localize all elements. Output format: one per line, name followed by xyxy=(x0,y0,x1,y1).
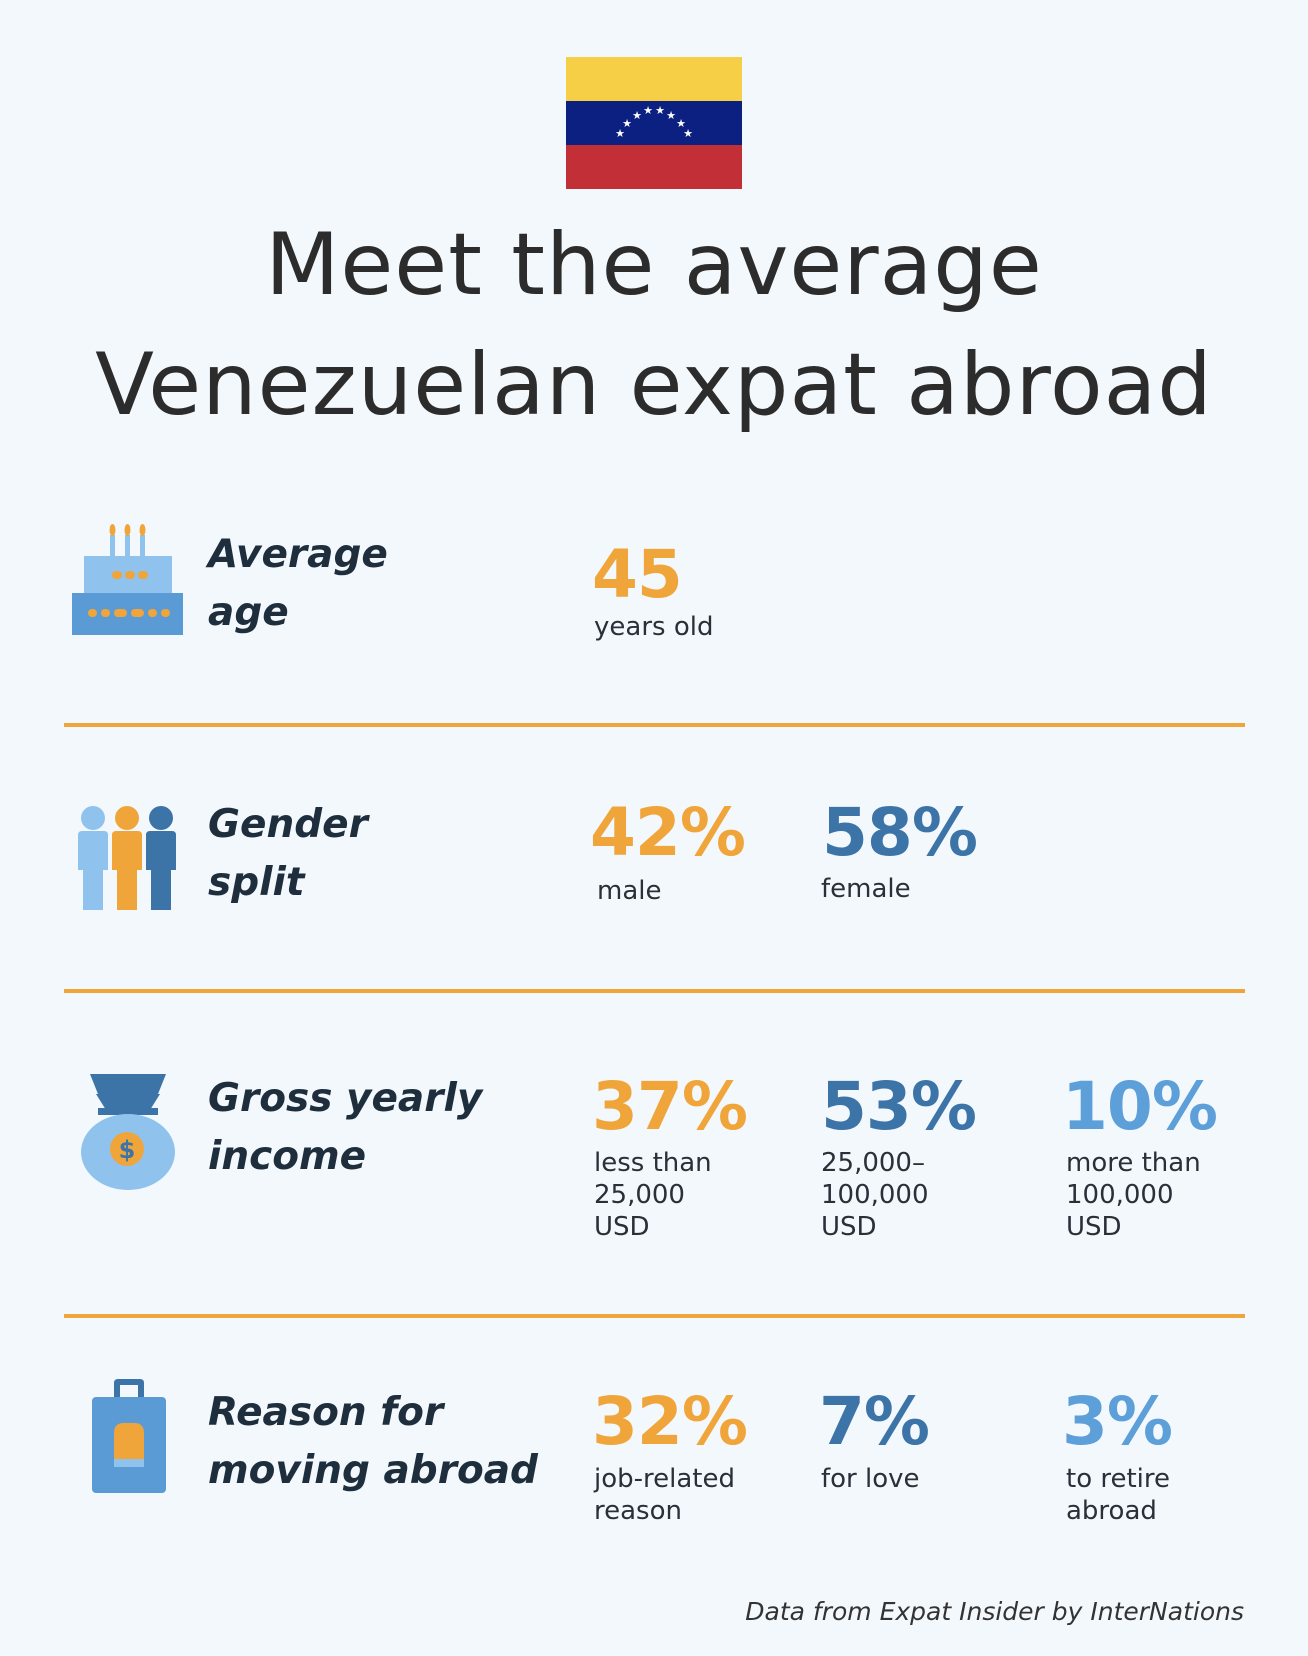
svg-text:★: ★ xyxy=(676,117,686,130)
section-divider xyxy=(64,1314,1245,1318)
caption-line: USD xyxy=(821,1212,877,1242)
svg-text:★: ★ xyxy=(666,109,676,122)
section-divider xyxy=(64,723,1245,727)
row-label-line: Average xyxy=(208,532,388,577)
row-label-average-age: Average age xyxy=(208,526,548,642)
svg-text:★: ★ xyxy=(615,127,625,140)
stat-caption-income-low: less than 25,000 USD xyxy=(594,1147,784,1243)
stat-caption-income-high: more than 100,000 USD xyxy=(1066,1147,1256,1243)
caption-line: reason xyxy=(594,1496,682,1526)
stat-value-female: 58% xyxy=(822,794,978,871)
page-title-line-2: Venezuelan expat abroad xyxy=(95,335,1213,435)
section-divider xyxy=(64,989,1245,993)
svg-text:$: $ xyxy=(119,1136,136,1164)
stat-caption-job-related: job-related reason xyxy=(594,1463,784,1527)
row-label-gender-split: Gender split xyxy=(208,796,548,912)
row-label-line: Gross yearly xyxy=(208,1076,483,1121)
birthday-cake-icon xyxy=(72,524,183,635)
svg-text:★: ★ xyxy=(632,109,642,122)
caption-line: job-related xyxy=(594,1464,735,1494)
caption-line: 100,000 xyxy=(821,1180,929,1210)
stat-value-average-age: 45 xyxy=(592,536,683,613)
svg-text:★: ★ xyxy=(622,117,632,130)
stat-caption-for-love: for love xyxy=(821,1463,1011,1495)
stat-caption-income-mid: 25,000– 100,000 USD xyxy=(821,1147,1011,1243)
row-label-line: age xyxy=(208,590,289,635)
stat-value-for-love: 7% xyxy=(819,1383,930,1460)
stat-caption-average-age: years old xyxy=(594,612,714,642)
venezuela-flag-icon: ★ ★ ★ ★ ★ ★ ★ ★ xyxy=(566,57,742,189)
svg-text:★: ★ xyxy=(655,104,665,117)
caption-line: abroad xyxy=(1066,1496,1157,1526)
caption-line: USD xyxy=(1066,1212,1122,1242)
stat-value-to-retire: 3% xyxy=(1062,1383,1173,1460)
caption-line: less than xyxy=(594,1148,712,1178)
stat-value-income-low: 37% xyxy=(592,1068,748,1145)
row-label-line: moving abroad xyxy=(208,1448,538,1493)
row-label-reason-for-moving: Reason for moving abroad xyxy=(208,1384,548,1500)
stat-caption-to-retire: to retire abroad xyxy=(1066,1463,1256,1527)
people-icon xyxy=(78,806,176,910)
data-source-note: Data from Expat Insider by InterNations xyxy=(745,1597,1244,1626)
stat-value-income-high: 10% xyxy=(1062,1068,1218,1145)
stat-value-job-related: 32% xyxy=(592,1383,748,1460)
row-label-line: split xyxy=(208,860,305,905)
caption-line: 25,000– xyxy=(821,1148,925,1178)
stat-value-male: 42% xyxy=(590,794,746,871)
svg-text:★: ★ xyxy=(643,104,653,117)
svg-text:★: ★ xyxy=(683,127,693,140)
row-label-line: Reason for xyxy=(208,1390,444,1435)
stat-caption-female: female xyxy=(821,874,911,904)
stat-value-income-mid: 53% xyxy=(821,1068,977,1145)
suitcase-icon xyxy=(92,1379,166,1493)
stat-caption-male: male xyxy=(597,876,662,906)
page-title-line-1: Meet the average xyxy=(265,215,1043,315)
caption-line: more than xyxy=(1066,1148,1201,1178)
row-label-line: income xyxy=(208,1134,367,1179)
caption-line: 100,000 xyxy=(1066,1180,1174,1210)
money-bag-icon: $ xyxy=(81,1074,175,1190)
row-label-gross-yearly-income: Gross yearly income xyxy=(208,1070,548,1186)
caption-line: 25,000 xyxy=(594,1180,685,1210)
caption-line: USD xyxy=(594,1212,650,1242)
caption-line: to retire xyxy=(1066,1464,1171,1494)
caption-line: for love xyxy=(821,1464,920,1494)
row-label-line: Gender xyxy=(208,802,368,847)
